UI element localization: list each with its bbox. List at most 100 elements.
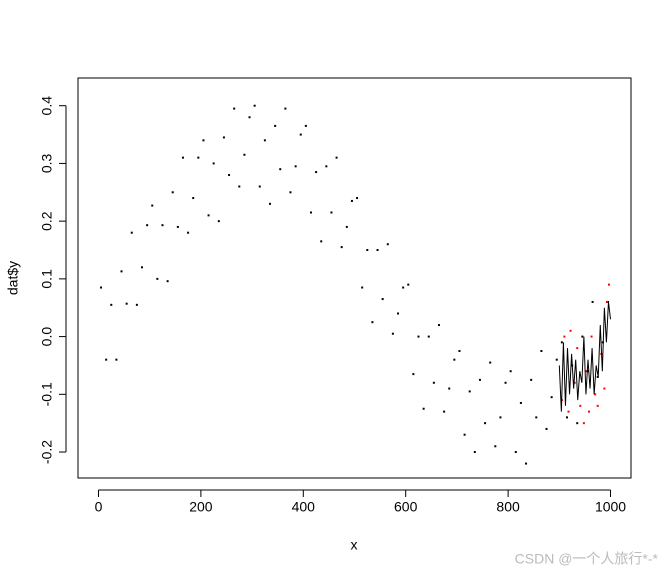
point — [345, 225, 348, 228]
point — [478, 378, 481, 381]
x-tick-label: 400 — [292, 499, 316, 515]
point — [130, 231, 133, 234]
point — [161, 224, 164, 227]
point — [594, 393, 597, 396]
point — [489, 361, 492, 364]
watermark: CSDN @一个人旅行*-* — [515, 551, 659, 567]
point — [228, 173, 231, 176]
point — [576, 347, 579, 350]
point — [371, 321, 374, 324]
point — [540, 350, 543, 353]
point — [304, 124, 307, 127]
point — [125, 302, 128, 305]
point — [202, 139, 205, 142]
point — [243, 153, 246, 156]
point — [187, 231, 190, 234]
point — [366, 249, 369, 252]
point — [473, 451, 476, 454]
point — [233, 107, 236, 110]
point — [217, 220, 220, 223]
point — [386, 243, 389, 246]
point — [468, 390, 471, 393]
point — [437, 324, 440, 327]
point — [176, 225, 179, 228]
point — [120, 270, 123, 273]
point — [567, 410, 570, 413]
point — [519, 401, 522, 404]
point — [545, 427, 548, 430]
point — [315, 171, 318, 174]
point — [222, 136, 225, 139]
point — [212, 162, 215, 165]
x-tick-label: 800 — [496, 499, 520, 515]
point — [258, 185, 261, 188]
point — [325, 165, 328, 168]
x-axis-label: x — [351, 537, 358, 553]
point — [381, 298, 384, 301]
point — [573, 381, 576, 384]
point — [361, 286, 364, 289]
point — [356, 197, 359, 200]
point — [432, 381, 435, 384]
point — [596, 404, 599, 407]
point — [289, 191, 292, 194]
point — [253, 104, 256, 107]
point — [484, 422, 487, 425]
point — [166, 280, 169, 283]
point — [269, 202, 272, 205]
y-tick-label: -0.1 — [39, 382, 55, 406]
point — [340, 246, 343, 249]
point — [238, 185, 241, 188]
point — [135, 303, 138, 306]
line — [558, 301, 612, 412]
point — [499, 416, 502, 419]
point — [530, 378, 533, 381]
point — [100, 286, 103, 289]
y-tick-label: 0.0 — [39, 327, 55, 347]
point — [417, 335, 420, 338]
point — [156, 277, 159, 280]
point — [494, 445, 497, 448]
y-tick-label: 0.4 — [39, 96, 55, 116]
point — [463, 433, 466, 436]
y-tick-label: 0.1 — [39, 269, 55, 289]
x-tick-label: 0 — [95, 499, 103, 515]
point — [294, 165, 297, 168]
point — [402, 286, 405, 289]
point — [115, 358, 118, 361]
point — [171, 191, 174, 194]
point — [320, 240, 323, 243]
point — [192, 197, 195, 200]
point — [248, 116, 251, 119]
x-tick-label: 600 — [394, 499, 418, 515]
point — [299, 133, 302, 136]
point — [560, 341, 563, 344]
y-tick-label: -0.2 — [39, 440, 55, 464]
point — [407, 283, 410, 286]
point — [584, 370, 587, 373]
point — [555, 358, 558, 361]
point — [579, 404, 582, 407]
point — [458, 350, 461, 353]
point — [207, 214, 210, 217]
point — [151, 204, 154, 207]
point — [565, 416, 568, 419]
point — [582, 422, 585, 425]
point — [590, 335, 593, 338]
y-tick-label: 0.3 — [39, 153, 55, 173]
point — [591, 300, 594, 303]
point — [606, 300, 609, 303]
point — [141, 266, 144, 269]
point — [422, 407, 425, 410]
point — [330, 211, 333, 214]
point — [588, 410, 591, 413]
point — [509, 370, 512, 373]
point — [376, 249, 379, 252]
point — [563, 335, 566, 338]
point — [514, 451, 517, 454]
point — [504, 381, 507, 384]
point — [412, 373, 415, 376]
point — [397, 312, 400, 315]
point — [335, 156, 338, 159]
